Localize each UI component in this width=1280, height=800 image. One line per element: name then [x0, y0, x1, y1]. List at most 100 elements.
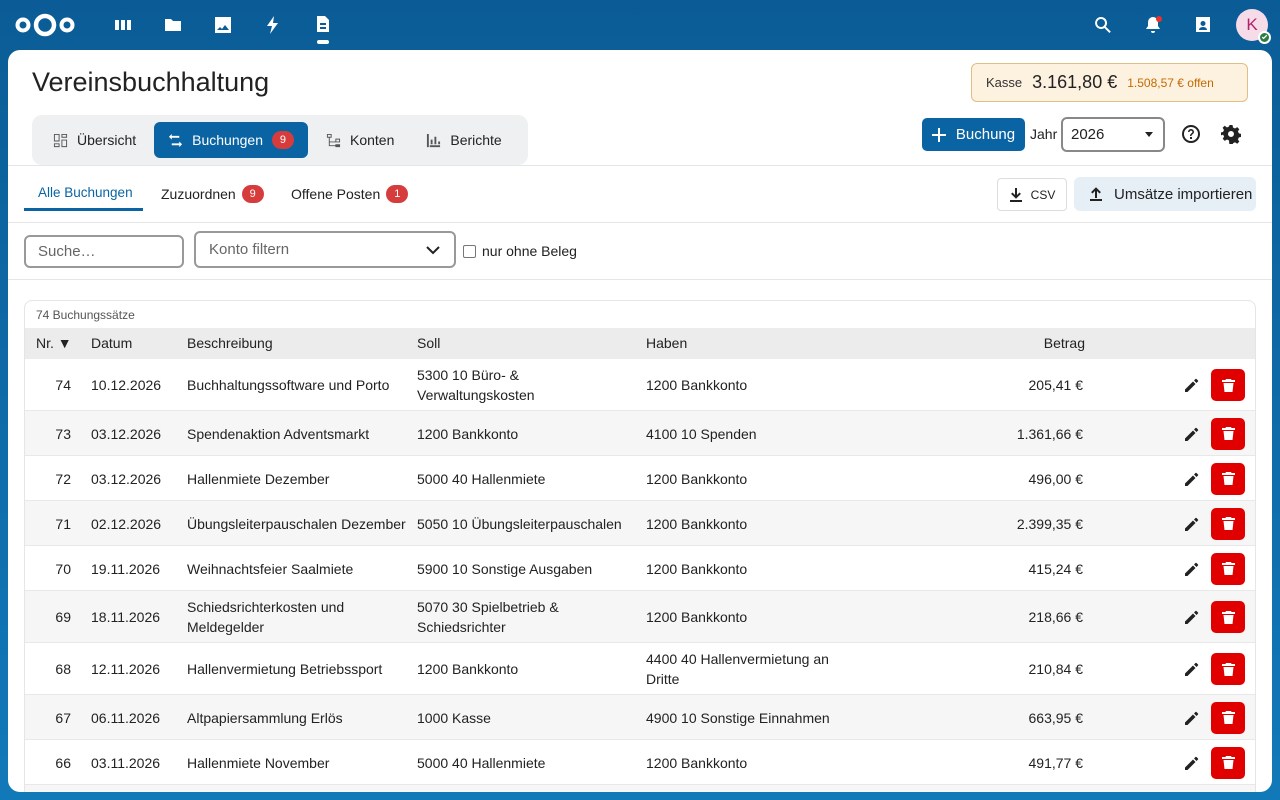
header-nr-sortable[interactable]: Nr. ▼: [36, 335, 72, 351]
header-beschreibung[interactable]: Beschreibung: [187, 335, 273, 351]
divider: [8, 165, 1272, 166]
new-buchung-label: Buchung: [955, 126, 1016, 143]
top-bar: K: [0, 0, 1280, 50]
dashboard-icon[interactable]: [98, 0, 148, 50]
table-row[interactable]: 74 10.12.2026 Buchhaltungssoftware und Por…: [25, 359, 1255, 411]
delete-icon[interactable]: [1211, 369, 1245, 401]
avatar[interactable]: K: [1236, 9, 1271, 44]
activity-icon[interactable]: [248, 0, 298, 50]
edit-icon[interactable]: [1176, 369, 1208, 401]
contacts-icon[interactable]: [1178, 0, 1228, 50]
kasse-open-amount: 1.508,57 € offen: [1127, 75, 1214, 90]
edit-icon[interactable]: [1176, 553, 1208, 585]
delete-icon[interactable]: [1211, 417, 1245, 450]
main-tabs: Übersicht Buchungen 9 Konten Berichte: [32, 115, 528, 165]
cell-beschreibung: Altpapiersammlung Erlös: [187, 709, 343, 726]
header-betrag[interactable]: Betrag: [1043, 335, 1085, 351]
tab-buchungen[interactable]: Buchungen 9: [154, 122, 308, 158]
table-row[interactable]: 66 03.11.2026 Hallenmiete November 5000 40 …: [25, 740, 1255, 785]
tab-konten[interactable]: Konten: [312, 122, 408, 158]
edit-icon[interactable]: [1176, 792, 1208, 793]
tab-label: Buchungen: [192, 132, 263, 148]
help-icon[interactable]: [1175, 118, 1207, 150]
kasse-amount: 3.161,80 €: [1032, 72, 1118, 92]
edit-icon[interactable]: [1176, 508, 1208, 540]
cell-betrag: 210,84 €: [1028, 661, 1084, 677]
table-row[interactable]: 71 02.12.2026 Übungsleiterpauschalen Dezem…: [25, 501, 1255, 546]
nur-ohne-beleg-filter[interactable]: nur ohne Beleg: [463, 243, 577, 259]
photos-icon[interactable]: [198, 0, 248, 50]
table-row[interactable]: 72 03.12.2026 Hallenmiete Dezember 5000 40 …: [25, 456, 1255, 501]
subtab-zuzuordnen[interactable]: Zuzuordnen 9: [161, 185, 264, 203]
table-row[interactable]: 70 19.11.2026 Weihnachtsfeier Saalmiete 590…: [25, 546, 1255, 591]
year-select[interactable]: 2026: [1061, 117, 1165, 152]
buchhaltung-app-icon[interactable]: [298, 0, 348, 50]
subtab-offene-posten[interactable]: Offene Posten 1: [291, 185, 409, 203]
count-badge: 1: [386, 185, 409, 203]
edit-icon[interactable]: [1176, 653, 1208, 685]
import-transactions-button[interactable]: Umsätze importieren: [1074, 177, 1256, 211]
cell-haben: 1200 Bankkonto: [646, 754, 748, 771]
search-icon[interactable]: [1078, 0, 1128, 50]
delete-icon[interactable]: [1211, 552, 1245, 585]
header-datum[interactable]: Datum: [91, 335, 133, 351]
cell-soll: 5000 40 Hallenmiete: [417, 754, 546, 771]
search-input[interactable]: [24, 235, 184, 268]
subtab-label: Offene Posten: [291, 186, 381, 202]
plus-icon: [931, 127, 946, 142]
edit-icon[interactable]: [1176, 702, 1208, 734]
cell-haben: 1200 Bankkonto: [646, 560, 748, 577]
edit-icon[interactable]: [1176, 601, 1208, 633]
tab-berichte[interactable]: Berichte: [412, 122, 515, 158]
delete-icon[interactable]: [1211, 653, 1245, 685]
upload-icon: [1090, 187, 1102, 201]
subtab-label: Zuzuordnen: [161, 186, 236, 202]
nur-ohne-beleg-checkbox[interactable]: [463, 244, 476, 258]
edit-icon[interactable]: [1176, 747, 1208, 779]
delete-icon[interactable]: [1211, 601, 1245, 633]
table-row[interactable]: [25, 785, 1255, 793]
files-icon[interactable]: [148, 0, 198, 50]
count-badge: 9: [241, 185, 264, 203]
table-row[interactable]: 68 12.11.2026 Hallenvermietung Betriebsspo…: [25, 643, 1255, 695]
delete-icon[interactable]: [1211, 791, 1245, 792]
table-row[interactable]: 67 06.11.2026 Altpapiersammlung Erlös 1000 …: [25, 695, 1255, 740]
cell-nr: 67: [55, 709, 71, 726]
nextcloud-logo-icon[interactable]: [14, 12, 76, 38]
subtab-alle-buchungen[interactable]: Alle Buchungen: [38, 185, 133, 200]
cell-datum: 19.11.2026: [91, 560, 161, 577]
cell-nr: [25, 785, 71, 792]
cell-nr: 73: [55, 425, 71, 442]
delete-icon[interactable]: [1211, 462, 1245, 495]
cell-nr: 66: [55, 754, 71, 771]
settings-gear-icon[interactable]: [1215, 118, 1247, 150]
cell-betrag: 1.361,66 €: [1016, 425, 1083, 442]
header-haben[interactable]: Haben: [646, 335, 688, 351]
new-buchung-button[interactable]: Buchung: [922, 118, 1025, 151]
bar-chart-icon: [427, 133, 441, 147]
table-row[interactable]: 69 18.11.2026 Schiedsrichterkosten und Mel…: [25, 591, 1255, 643]
count-badge: 9: [271, 131, 294, 149]
delete-icon[interactable]: [1211, 746, 1245, 779]
cell-haben: 4900 10 Sonstige Einnahmen: [646, 709, 830, 726]
tab-uebersicht[interactable]: Übersicht: [39, 122, 150, 158]
cell-betrag: [965, 785, 1083, 792]
delete-icon[interactable]: [1211, 507, 1245, 540]
csv-export-button[interactable]: CSV: [997, 178, 1067, 211]
table-row[interactable]: 73 03.12.2026 Spendenaktion Adventsmarkt 12…: [25, 411, 1255, 456]
edit-icon[interactable]: [1176, 418, 1208, 450]
cell-soll: 5070 30 Spielbetrieb & Schiedsrichter: [417, 599, 559, 635]
delete-icon[interactable]: [1211, 701, 1245, 734]
cell-beschreibung: Hallenvermietung Betriebssport: [187, 661, 383, 677]
cell-beschreibung: Buchhaltungssoftware und Porto: [187, 377, 390, 393]
kasse-label: Kasse: [986, 75, 1023, 90]
header-right: K: [1078, 0, 1271, 50]
cell-datum: 03.11.2026: [91, 754, 161, 771]
konto-filter-select[interactable]: Konto filtern: [194, 231, 456, 268]
notifications-icon[interactable]: [1128, 0, 1178, 50]
divider: [8, 279, 1272, 280]
dashboard-icon: [53, 133, 68, 147]
cell-haben: 1200 Bankkonto: [646, 609, 748, 625]
header-soll[interactable]: Soll: [417, 335, 441, 351]
edit-icon[interactable]: [1176, 463, 1208, 495]
